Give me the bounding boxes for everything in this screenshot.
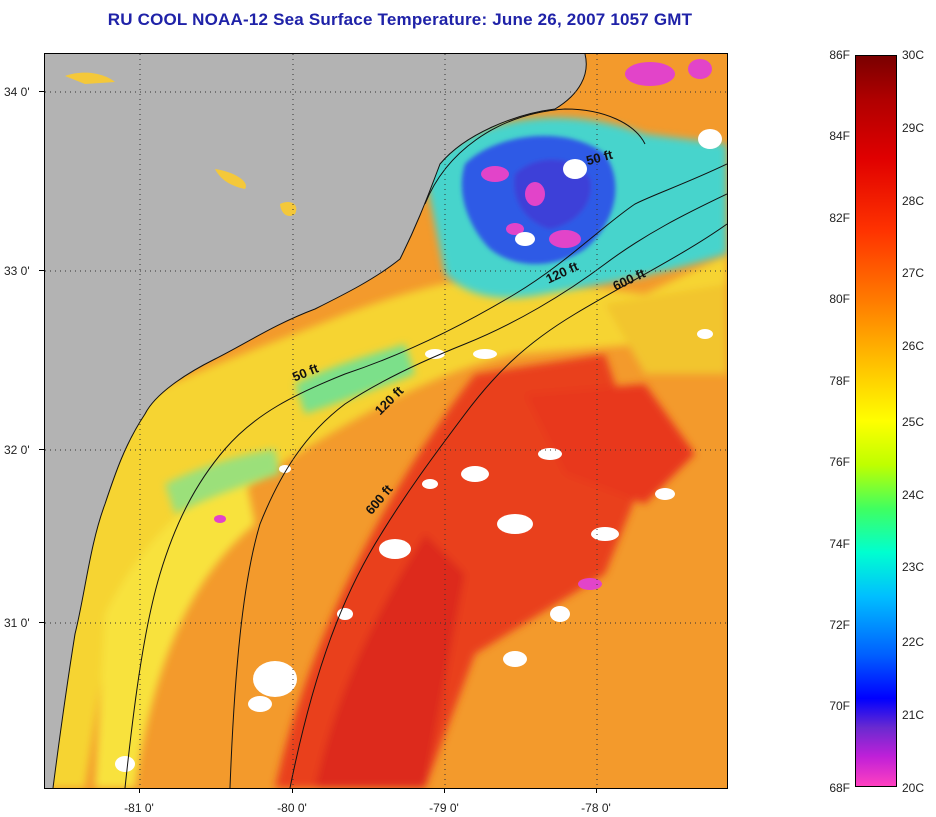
colorbar-c-23: 23C [902,560,925,574]
lat-label-33: 33 0' [4,264,30,278]
tick-lon-80 [292,788,293,793]
land-mass [45,54,587,788]
colorbar-f-82: 82F [829,211,850,225]
coldest-water-patches [214,59,712,590]
tick-lat-31 [39,622,44,623]
lon-label-79: -79 0' [429,801,459,815]
colorbar-c-22: 22C [902,635,925,649]
lon-label-78: -78 0' [581,801,611,815]
colorbar-f-86: 86F [829,48,850,62]
tick-lon-81 [139,788,140,793]
coastline [52,54,587,788]
contour-50ft [124,163,727,788]
colorbar-f-72: 72F [829,618,850,632]
colorbar-c-25: 25C [902,415,925,429]
mild-water-regions [45,254,727,788]
hot-water-regions [275,354,695,788]
contour-outer-loop [424,108,646,205]
colorbar-c-26: 26C [902,339,925,353]
tick-lon-79 [444,788,445,793]
colorbar-c-30: 30C [902,48,925,62]
lon-label-80: -80 0' [277,801,307,815]
cloud-mask-patches [115,129,722,772]
sst-map [44,53,728,789]
colorbar-f-78: 78F [829,374,850,388]
colorbar-f-76: 76F [829,455,850,469]
colorbar-c-28: 28C [902,194,925,208]
lat-label-34: 34 0' [4,85,30,99]
temperature-colorbar [855,55,897,787]
contour-600ft [289,223,727,788]
colorbar-c-29: 29C [902,121,925,135]
lon-label-81: -81 0' [124,801,154,815]
colorbar-c-24: 24C [902,488,925,502]
lat-label-31: 31 0' [4,616,30,630]
colorbar-f-80: 80F [829,292,850,306]
map-grid [45,54,727,788]
contour-120ft [229,193,727,788]
inland-lakes [65,72,297,216]
chart-title: RU COOL NOAA-12 Sea Surface Temperature:… [107,10,693,29]
sst-map-svg [45,54,727,788]
tick-lat-34 [39,91,44,92]
colorbar-c-20: 20C [902,781,925,795]
tick-lat-32 [39,449,44,450]
colorbar-f-68: 68F [829,781,850,795]
tick-lon-78 [596,788,597,793]
lat-label-32: 32 0' [4,443,30,457]
colorbar-c-21: 21C [902,708,925,722]
colorbar-f-74: 74F [829,537,850,551]
tick-lat-33 [39,270,44,271]
colorbar-c-27: 27C [902,266,925,280]
colorbar-f-84: 84F [829,129,850,143]
colorbar-f-70: 70F [829,699,850,713]
